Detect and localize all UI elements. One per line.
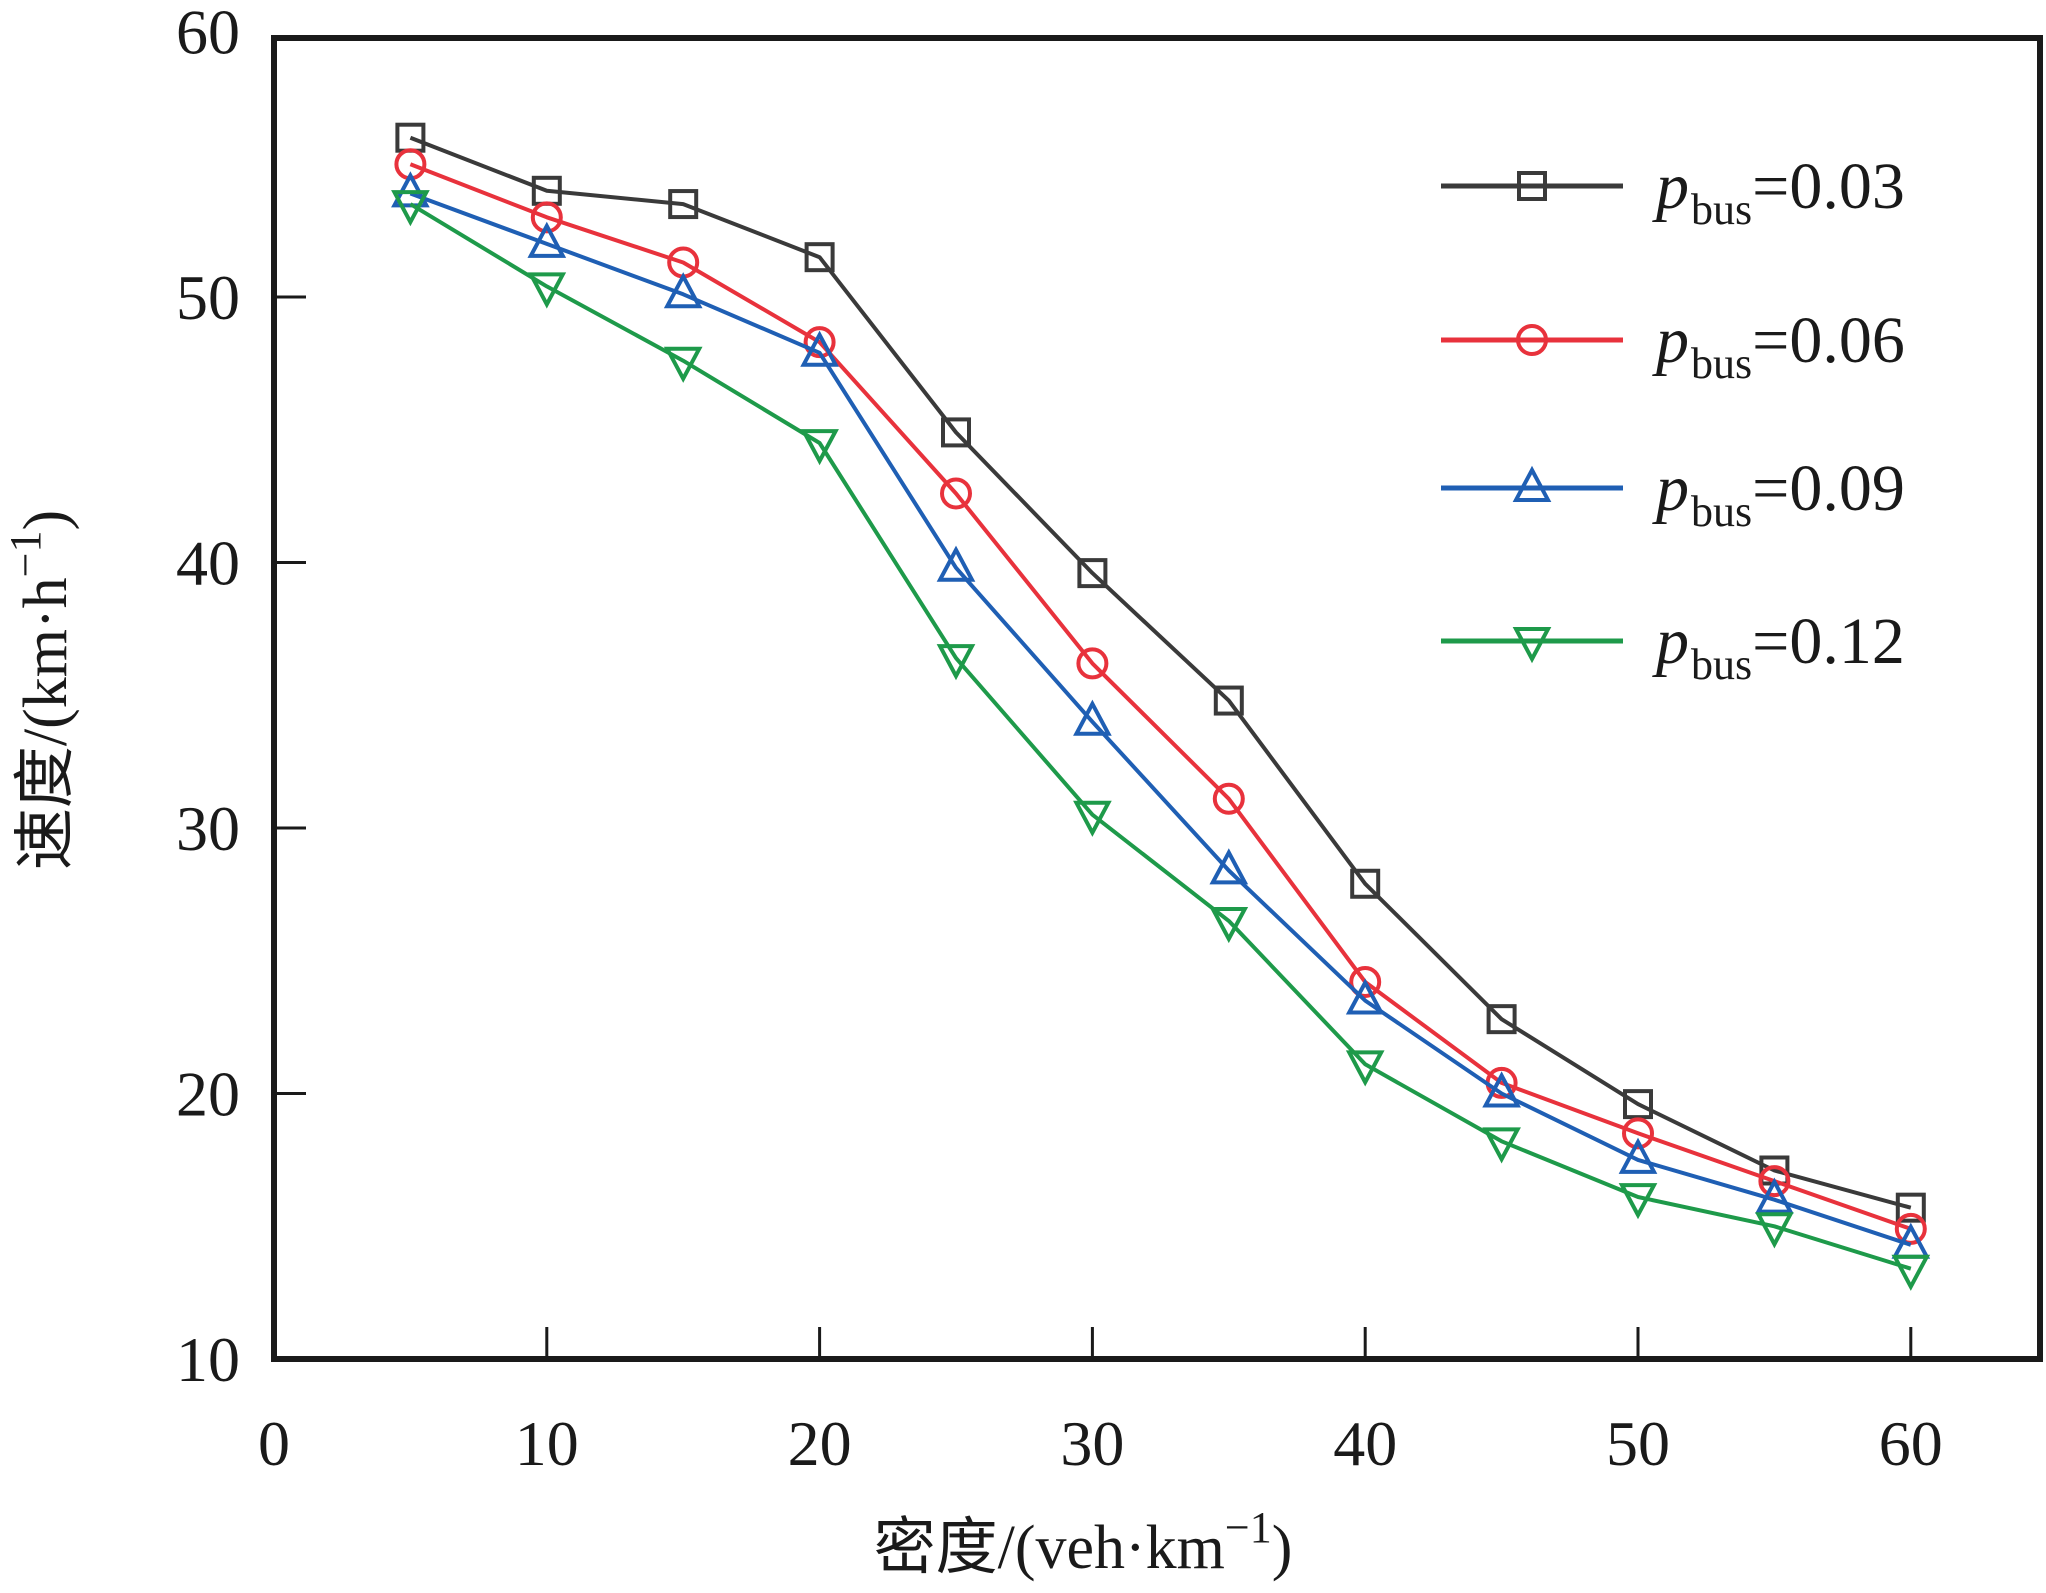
data-point-marker bbox=[1622, 1117, 1654, 1150]
data-point-marker bbox=[1350, 868, 1381, 899]
data-point-marker bbox=[663, 346, 703, 383]
data-point-marker bbox=[1073, 699, 1112, 736]
legend-label-p: p bbox=[1652, 150, 1689, 223]
y-axis-title: 速度/(km·h−1) bbox=[1, 510, 80, 870]
x-tick-label: 40 bbox=[1333, 1408, 1397, 1479]
legend-marker-icon bbox=[1517, 171, 1547, 201]
x-axis-title: 密度/(veh·km−1) bbox=[874, 1503, 1293, 1582]
plot-frame bbox=[271, 35, 2043, 1362]
legend-label-value: =0.03 bbox=[1752, 150, 1905, 223]
data-point-marker bbox=[1755, 1177, 1794, 1214]
legend-label-p: p bbox=[1652, 605, 1689, 678]
data-point-marker bbox=[804, 242, 835, 273]
data-point-marker bbox=[1077, 558, 1108, 589]
series-line bbox=[409, 202, 1912, 1271]
data-point-marker bbox=[1486, 1004, 1517, 1035]
data-point-marker bbox=[1349, 965, 1382, 998]
x-axis-title-close: ) bbox=[1272, 1514, 1293, 1582]
legend-marker-icon bbox=[1512, 465, 1552, 502]
y-tick-label: 30 bbox=[176, 793, 240, 864]
y-axis-title-close: ) bbox=[12, 510, 80, 531]
x-tick-label: 0 bbox=[258, 1408, 290, 1479]
x-tick-label: 60 bbox=[1879, 1408, 1943, 1479]
legend-item: pbus=0.03 bbox=[1441, 150, 1905, 234]
x-axis-title-main: 密度/(veh·km bbox=[874, 1514, 1225, 1582]
data-point-marker bbox=[668, 189, 699, 220]
data-point-marker bbox=[1623, 1089, 1653, 1120]
x-axis-title-sup: −1 bbox=[1225, 1503, 1272, 1552]
data-point-marker bbox=[1076, 647, 1109, 680]
legend-label-p: p bbox=[1652, 452, 1689, 525]
legend-label: pbus=0.12 bbox=[1652, 605, 1905, 689]
data-point-marker bbox=[1482, 1127, 1521, 1164]
x-tick-label: 10 bbox=[515, 1408, 579, 1479]
data-point-marker bbox=[530, 201, 563, 234]
legend-label: pbus=0.03 bbox=[1652, 150, 1905, 234]
y-tick-label: 20 bbox=[176, 1059, 240, 1130]
legend-marker-icon bbox=[1516, 324, 1548, 356]
data-point-marker bbox=[1209, 848, 1249, 885]
data-point-marker bbox=[800, 330, 839, 367]
y-tick-label: 50 bbox=[176, 262, 240, 333]
data-point-marker bbox=[1212, 782, 1245, 815]
series-circle bbox=[394, 148, 1927, 1245]
series-triangle-up bbox=[391, 171, 1931, 1259]
data-point-marker bbox=[1345, 1050, 1385, 1087]
legend-item: pbus=0.12 bbox=[1441, 605, 1905, 689]
data-point-marker bbox=[1482, 1071, 1521, 1108]
legend-label-sub: bus bbox=[1691, 487, 1752, 536]
data-point-marker bbox=[527, 221, 567, 258]
y-axis-title-main: 速度/(km·h bbox=[12, 577, 80, 870]
data-point-marker bbox=[1895, 1192, 1926, 1223]
data-point-marker bbox=[663, 272, 703, 309]
data-point-marker bbox=[1891, 1254, 1931, 1291]
legend-label-value: =0.09 bbox=[1752, 452, 1905, 525]
y-axis-title-sup: −1 bbox=[1, 531, 50, 578]
data-point-marker bbox=[1345, 978, 1385, 1015]
legend-marker-icon bbox=[1512, 627, 1552, 664]
data-point-marker bbox=[1213, 685, 1244, 716]
data-point-marker bbox=[1073, 800, 1112, 837]
y-tick-label: 10 bbox=[176, 1324, 240, 1395]
series-triangle-down bbox=[391, 190, 1931, 1291]
data-point-marker bbox=[800, 429, 839, 466]
data-point-marker bbox=[936, 644, 976, 681]
plot-area-border bbox=[271, 35, 2043, 1362]
data-point-marker bbox=[1618, 1137, 1658, 1174]
data-point-marker bbox=[1758, 1165, 1791, 1198]
data-point-marker bbox=[527, 272, 567, 309]
series-group bbox=[391, 122, 1931, 1291]
series-line bbox=[409, 162, 1912, 1231]
y-tick-label: 60 bbox=[176, 0, 240, 68]
data-point-marker bbox=[1209, 906, 1249, 944]
data-point-marker bbox=[941, 417, 971, 448]
y-axis-ticks: 10 20 30 40 50 60 bbox=[176, 0, 306, 1395]
data-point-marker bbox=[391, 190, 430, 227]
x-tick-label: 50 bbox=[1606, 1408, 1670, 1479]
legend-label-sub: bus bbox=[1691, 339, 1752, 388]
legend-item: pbus=0.09 bbox=[1441, 452, 1905, 536]
legend-label-sub: bus bbox=[1691, 640, 1752, 689]
legend-label-value: =0.06 bbox=[1752, 304, 1905, 377]
data-point-marker bbox=[940, 477, 972, 510]
legend-label: pbus=0.09 bbox=[1652, 452, 1905, 536]
legend-label-sub: bus bbox=[1691, 185, 1752, 234]
legend-label-p: p bbox=[1652, 304, 1689, 377]
x-axis-ticks: 0 10 20 30 40 50 60 bbox=[258, 1327, 1943, 1479]
data-point-marker bbox=[1755, 1212, 1794, 1249]
y-tick-label: 40 bbox=[176, 528, 240, 599]
data-point-marker bbox=[936, 545, 976, 582]
legend-label-value: =0.12 bbox=[1752, 605, 1905, 678]
series-line bbox=[409, 135, 1912, 1210]
data-point-marker bbox=[1618, 1183, 1658, 1220]
legend-item: pbus=0.06 bbox=[1441, 304, 1905, 388]
x-tick-label: 30 bbox=[1060, 1408, 1124, 1479]
x-tick-label: 20 bbox=[788, 1408, 852, 1479]
legend-label: pbus=0.06 bbox=[1652, 304, 1905, 388]
series-line bbox=[409, 191, 1912, 1247]
